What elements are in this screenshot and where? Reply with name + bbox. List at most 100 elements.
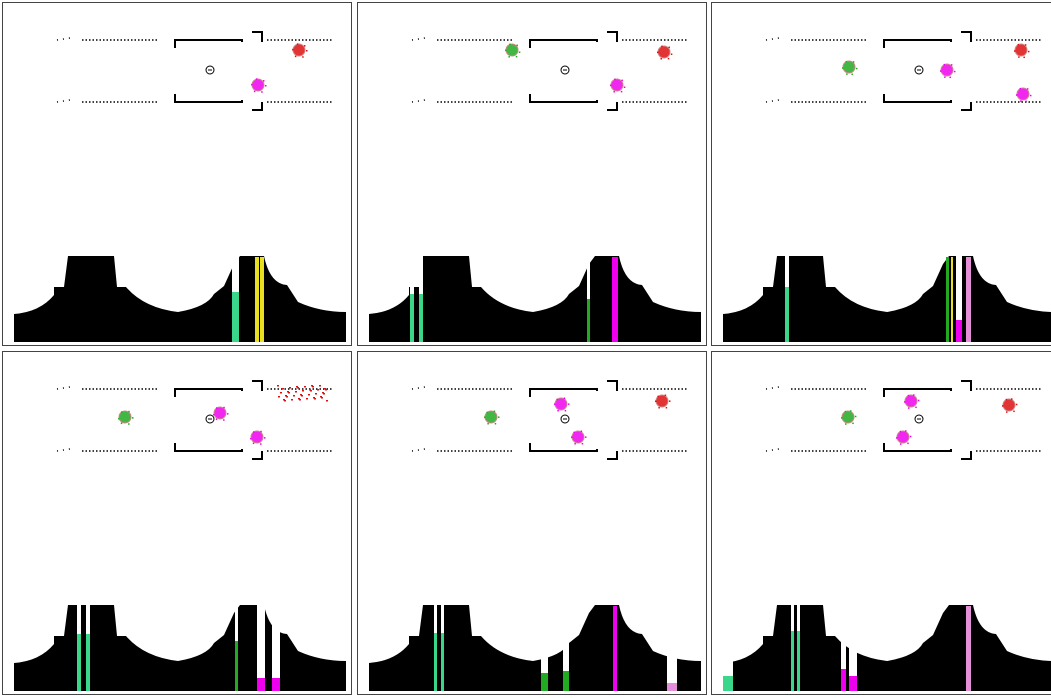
- particle: [515, 55, 518, 58]
- particle: [292, 48, 294, 51]
- wall: [607, 380, 618, 391]
- gap: [232, 256, 239, 292]
- robot: [205, 65, 215, 75]
- particle: [904, 430, 907, 432]
- particle: [655, 400, 657, 402]
- panel: [711, 351, 1051, 695]
- particle: [557, 409, 559, 412]
- wall: [252, 31, 263, 42]
- gap: [86, 605, 90, 634]
- panel: [357, 351, 707, 695]
- particle: [261, 91, 263, 93]
- particle: [1029, 94, 1032, 97]
- detection-bar: [235, 641, 238, 691]
- particle: [573, 431, 575, 434]
- scan-dots: [411, 448, 426, 452]
- particle: [265, 85, 267, 87]
- particle: [849, 410, 852, 412]
- gap: [541, 605, 548, 673]
- panel: [357, 2, 707, 346]
- scan-dots: [765, 448, 780, 452]
- track-circle: [505, 43, 519, 57]
- particle: [1019, 87, 1022, 90]
- wall: [883, 39, 952, 48]
- detection-bar: [419, 294, 423, 342]
- particle: [215, 407, 218, 409]
- gap: [723, 605, 733, 676]
- particle: [291, 399, 293, 401]
- detection-bar: [797, 631, 800, 691]
- particle: [304, 386, 306, 388]
- gap: [410, 256, 414, 294]
- particle: [277, 385, 279, 387]
- particle: [658, 406, 660, 409]
- particle: [1016, 94, 1018, 96]
- detection-bar: [563, 671, 569, 691]
- particle: [250, 437, 252, 440]
- particle: [581, 442, 584, 445]
- particle: [323, 393, 325, 395]
- particle: [1026, 88, 1029, 90]
- wall: [174, 94, 243, 103]
- gap: [434, 605, 437, 633]
- scan-dots: [765, 99, 780, 103]
- detection-bar: [791, 631, 794, 691]
- robot: [560, 65, 570, 75]
- particle: [1015, 403, 1018, 406]
- robot: [914, 65, 924, 75]
- particle: [487, 422, 489, 425]
- particle: [660, 58, 662, 60]
- particle: [841, 417, 843, 419]
- particle: [226, 413, 229, 415]
- panel: [2, 351, 352, 695]
- particle: [298, 398, 300, 400]
- particle: [943, 63, 946, 66]
- gap: [587, 256, 590, 299]
- particle: [917, 399, 920, 402]
- wall: [607, 451, 618, 460]
- particle: [315, 393, 317, 395]
- particle: [300, 394, 302, 396]
- particle: [668, 46, 670, 49]
- particle: [912, 394, 915, 396]
- detection-bar: [434, 633, 437, 691]
- particle: [251, 83, 253, 86]
- particle: [668, 400, 671, 402]
- wall: [607, 31, 618, 42]
- track-circle: [213, 406, 227, 420]
- particle: [508, 56, 510, 58]
- particle: [324, 388, 326, 390]
- particle: [278, 396, 280, 398]
- gap: [841, 605, 846, 669]
- detection-bar: [441, 633, 444, 691]
- particle: [1005, 398, 1008, 401]
- particle: [312, 386, 314, 388]
- particle: [303, 45, 306, 47]
- particle: [944, 76, 946, 78]
- detection-bar: [255, 257, 259, 342]
- particle: [554, 403, 556, 405]
- particle: [213, 413, 215, 416]
- particle: [842, 67, 844, 69]
- detection-bar: [951, 257, 953, 342]
- particle: [614, 78, 616, 81]
- particle: [571, 436, 573, 438]
- particle: [260, 443, 262, 445]
- particle: [295, 391, 297, 393]
- scan-dots: [411, 99, 426, 103]
- detection-bar: [410, 294, 414, 342]
- wall: [883, 443, 952, 452]
- gap: [797, 605, 800, 631]
- particle: [302, 56, 304, 58]
- detection-bar: [587, 299, 590, 342]
- detection-bar: [541, 673, 548, 691]
- gap: [441, 605, 444, 633]
- particle: [325, 389, 327, 391]
- particle: [1018, 56, 1020, 58]
- particle: [320, 396, 322, 398]
- particle: [567, 403, 570, 405]
- particle: [516, 44, 518, 47]
- particle: [564, 409, 567, 412]
- particle: [289, 387, 291, 389]
- particle: [288, 392, 290, 394]
